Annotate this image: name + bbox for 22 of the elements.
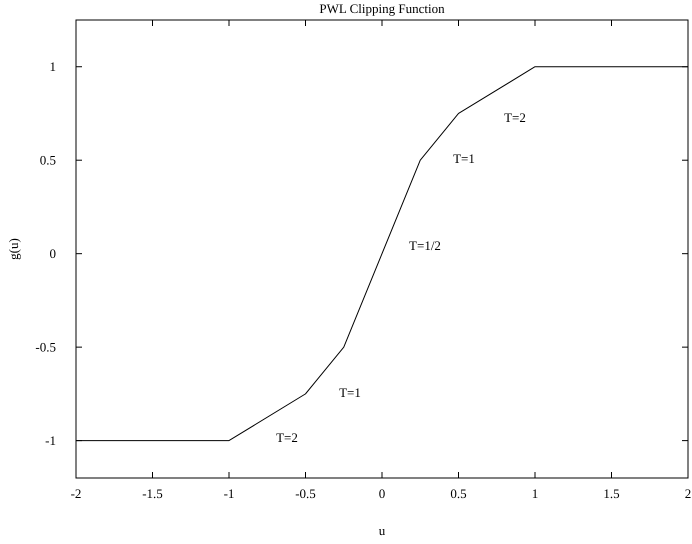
x-tick-label: -0.5 — [295, 486, 316, 501]
y-tick-label: 1 — [50, 59, 56, 74]
annotation: T=1 — [453, 151, 475, 166]
x-tick-label: 0.5 — [450, 486, 467, 501]
y-tick-label: -0.5 — [35, 340, 56, 355]
annotation: T=1 — [339, 385, 361, 400]
x-axis-title: u — [378, 523, 386, 538]
x-tick-label: 0 — [378, 486, 386, 501]
y-tick-label: 0 — [50, 246, 56, 262]
annotation: T=1/2 — [409, 238, 441, 253]
x-tick-label: 1.5 — [603, 486, 620, 501]
x-tick-label: -1 — [224, 486, 234, 501]
annotation: T=2 — [504, 110, 526, 125]
x-tick-label: -1.5 — [142, 486, 163, 501]
x-tick-label: 1 — [532, 486, 538, 501]
y-tick-label: 0.5 — [40, 152, 56, 168]
chart-title: PWL Clipping Function — [319, 1, 446, 16]
x-tick-label: -2 — [70, 486, 82, 501]
y-tick-label: -1 — [45, 433, 56, 448]
y-axis-title: g(u) — [6, 238, 21, 260]
x-tick-label: 2 — [684, 486, 692, 501]
annotation: T=2 — [276, 430, 298, 445]
